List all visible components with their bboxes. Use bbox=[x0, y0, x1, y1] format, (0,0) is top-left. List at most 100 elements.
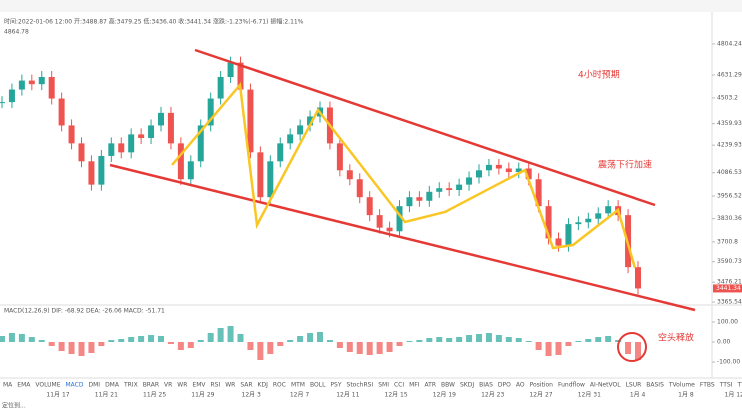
macd-bar bbox=[197, 340, 204, 342]
macd-bar bbox=[58, 342, 65, 351]
candle bbox=[555, 238, 562, 246]
y-tick-label: 4804.24 bbox=[717, 40, 742, 47]
macd-bar bbox=[108, 340, 115, 342]
indicator-tab[interactable]: DPO bbox=[498, 382, 511, 389]
candle bbox=[18, 80, 25, 90]
candle bbox=[356, 179, 363, 198]
macd-bar bbox=[605, 336, 612, 342]
toolbar bbox=[0, 0, 742, 12]
candle bbox=[346, 170, 353, 180]
indicator-tab[interactable]: AO bbox=[516, 382, 525, 389]
candle bbox=[207, 98, 214, 126]
macd-bar bbox=[535, 342, 542, 350]
macd-bar bbox=[346, 342, 353, 352]
indicator-tab[interactable]: TRIX bbox=[123, 382, 138, 389]
macd-bar bbox=[386, 342, 393, 352]
indicator-tab[interactable]: VR bbox=[164, 382, 172, 389]
indicator-tab[interactable]: DMA bbox=[105, 382, 120, 389]
candle bbox=[575, 222, 582, 225]
candle bbox=[28, 80, 35, 85]
indicator-tab[interactable]: Fundflow bbox=[558, 382, 585, 389]
indicator-tab[interactable]: MTM bbox=[291, 382, 305, 389]
indicator-tab[interactable]: WR bbox=[225, 382, 235, 389]
macd-bar bbox=[28, 337, 35, 342]
indicator-tab[interactable]: MACD bbox=[65, 382, 83, 389]
candle bbox=[138, 134, 145, 138]
indicator-tab[interactable]: FTBS bbox=[700, 382, 715, 389]
indicator-tab[interactable]: BOLL bbox=[310, 382, 326, 389]
indicator-tab[interactable]: StochRSI bbox=[347, 382, 374, 389]
macd-bar bbox=[18, 334, 25, 342]
drawings bbox=[109, 48, 696, 362]
indicator-tab[interactable]: ROC bbox=[273, 382, 286, 389]
candle bbox=[485, 164, 492, 171]
indicator-tab[interactable]: BBW bbox=[441, 382, 455, 389]
y-tick-label: -100.00 bbox=[717, 359, 740, 366]
candle bbox=[336, 143, 343, 171]
indicator-tab[interactable]: VOLUME bbox=[35, 382, 60, 389]
candle bbox=[58, 98, 65, 126]
macd-bar bbox=[485, 333, 492, 342]
macd-bar bbox=[565, 342, 572, 346]
candle bbox=[227, 62, 234, 77]
macd-bar bbox=[585, 339, 592, 342]
macd-bar bbox=[615, 340, 622, 342]
macd-bar bbox=[78, 342, 85, 356]
candle bbox=[605, 206, 612, 214]
macd-bar bbox=[88, 342, 95, 353]
last-price-label: 3441.34 bbox=[716, 285, 741, 292]
macd-bar bbox=[247, 342, 254, 350]
macd-bar bbox=[456, 337, 463, 342]
indicator-tab[interactable]: LSUR bbox=[626, 382, 642, 389]
indicator-tab[interactable]: EMA bbox=[17, 382, 31, 389]
candle bbox=[495, 164, 502, 169]
indicator-tab[interactable]: BIAS bbox=[479, 382, 493, 389]
indicator-tab[interactable]: SAR bbox=[240, 382, 252, 389]
candle bbox=[167, 112, 174, 144]
indicator-tab[interactable]: MA bbox=[3, 382, 13, 389]
macd-bar bbox=[237, 334, 244, 342]
macd-bar bbox=[635, 342, 641, 360]
candle bbox=[436, 188, 443, 192]
indicator-tab[interactable]: TTMU bbox=[737, 382, 742, 389]
candle bbox=[456, 184, 463, 191]
indicator-tab[interactable]: Position bbox=[530, 382, 554, 389]
indicator-tab[interactable]: RSI bbox=[210, 382, 220, 389]
indicator-tab[interactable]: ATR bbox=[425, 382, 436, 389]
indicator-tab[interactable]: BRAR bbox=[143, 382, 159, 389]
candle bbox=[38, 76, 45, 85]
candle bbox=[88, 161, 95, 185]
macd-bar bbox=[396, 342, 403, 346]
x-tick-label: 1月 12 bbox=[725, 392, 742, 399]
macd-bar bbox=[595, 337, 602, 342]
indicator-tab[interactable]: AI-NetVOL bbox=[590, 382, 621, 389]
indicator-tab[interactable]: MFI bbox=[409, 382, 420, 389]
y-tick-label: 100.00 bbox=[717, 319, 738, 326]
candle bbox=[505, 168, 512, 173]
indicator-tab[interactable]: PSY bbox=[330, 382, 341, 389]
indicator-tab[interactable]: TTSI bbox=[719, 382, 733, 389]
y-tick-label: 4503.2 bbox=[717, 94, 738, 101]
candle bbox=[98, 155, 105, 185]
indicator-tab[interactable]: DMI bbox=[88, 382, 100, 389]
macd-bar bbox=[8, 333, 15, 342]
candle bbox=[635, 267, 641, 289]
macd-bar bbox=[158, 336, 164, 342]
indicator-tab[interactable]: WR bbox=[177, 382, 187, 389]
indicator-tab[interactable]: SMI bbox=[378, 382, 389, 389]
indicator-tab[interactable]: CCI bbox=[394, 382, 404, 389]
x-tick-label: 11月 17 bbox=[46, 392, 69, 399]
macd-bar bbox=[257, 342, 264, 360]
indicator-tab[interactable]: TVolume bbox=[668, 382, 695, 389]
indicator-tab[interactable]: EMV bbox=[192, 382, 206, 389]
candle bbox=[197, 125, 204, 162]
indicator-tab[interactable]: SKDJ bbox=[460, 382, 474, 389]
macd-bar bbox=[98, 342, 105, 346]
candle bbox=[287, 134, 294, 144]
indicator-tab[interactable]: BASIS bbox=[646, 382, 664, 389]
macd-bar bbox=[476, 334, 482, 342]
footer[interactable]: 定位到... bbox=[2, 402, 26, 410]
indicator-tab[interactable]: KDJ bbox=[258, 382, 269, 389]
